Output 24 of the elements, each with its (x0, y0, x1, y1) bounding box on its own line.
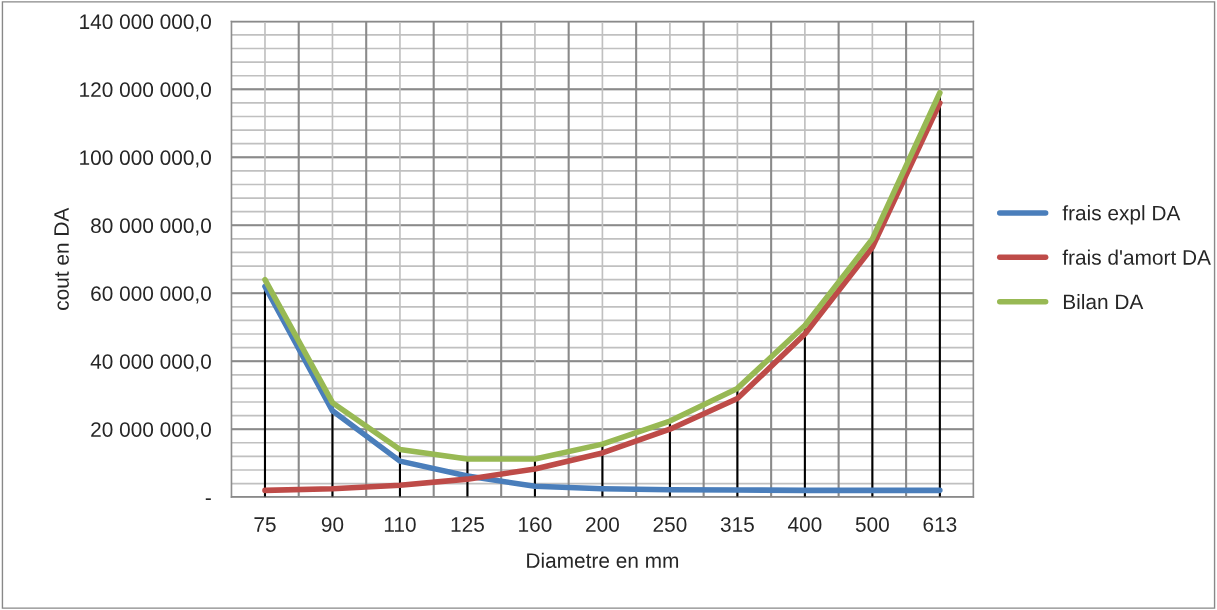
x-tick-label: 613 (923, 517, 957, 532)
y-tick-label: 120 000 000,0 (80, 82, 211, 100)
x-tick-label: 125 (451, 517, 484, 532)
x-tick-label: 75 (254, 517, 276, 532)
y-axis-title: cout en DA (54, 207, 69, 310)
x-tick-label: 500 (855, 517, 889, 532)
y-tick-label: 100 000 000,0 (80, 150, 211, 168)
y-tick-label: - (205, 498, 211, 500)
x-tick-label: 90 (321, 517, 344, 532)
y-tick-label: 60 000 000,0 (91, 286, 211, 304)
x-tick-label: 315 (720, 517, 754, 532)
y-tick-label: 140 000 000,0 (80, 14, 211, 32)
legend-label: frais expl DA (1062, 205, 1181, 225)
y-tick-label: 40 000 000,0 (90, 354, 211, 372)
legend-label: Bilan DA (1063, 293, 1144, 310)
x-tick-label: 160 (519, 517, 552, 532)
y-tick-label: 20 000 000,0 (91, 422, 211, 440)
x-axis-title: Diametre en mm (527, 552, 679, 568)
x-tick-label: 110 (384, 517, 416, 532)
y-tick-label: 80 000 000,0 (91, 218, 211, 236)
x-tick-label: 250 (653, 517, 687, 532)
x-tick-label: 200 (586, 517, 619, 532)
legend-label: frais d'amort DA (1062, 249, 1211, 265)
x-tick-label: 400 (787, 517, 822, 532)
